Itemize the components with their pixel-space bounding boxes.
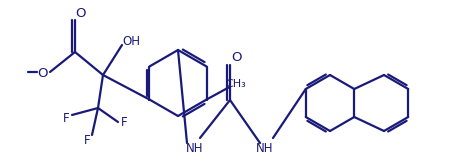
Text: OH: OH bbox=[122, 35, 140, 47]
Text: O: O bbox=[37, 66, 47, 79]
Text: O: O bbox=[75, 7, 85, 20]
Text: O: O bbox=[231, 50, 241, 63]
Text: CH₃: CH₃ bbox=[225, 78, 246, 89]
Text: F: F bbox=[63, 112, 69, 125]
Text: F: F bbox=[121, 116, 127, 128]
Text: NH: NH bbox=[186, 141, 204, 154]
Text: NH: NH bbox=[256, 141, 274, 154]
Text: F: F bbox=[84, 134, 90, 147]
